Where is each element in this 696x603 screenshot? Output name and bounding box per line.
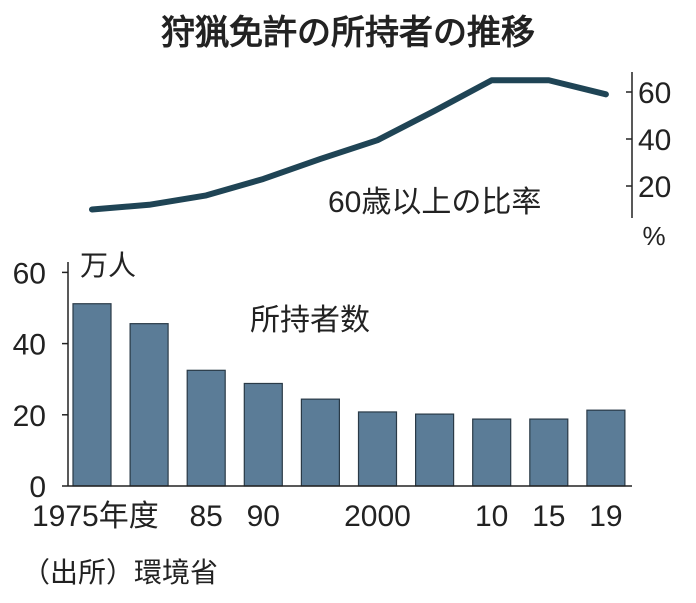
bar-2010 <box>472 418 512 487</box>
bar-1975 <box>72 303 112 487</box>
bar-series-label: 所持者数 <box>250 304 370 337</box>
x-axis-tick-label: 1975年度 <box>32 500 159 533</box>
bar-unit-label: 万人 <box>80 250 136 281</box>
x-axis-tick-label: 19 <box>589 500 622 533</box>
x-axis-tick-label: 90 <box>247 500 280 533</box>
left-axis-tick-label: 60 <box>13 257 46 290</box>
left-axis-tick-label: 40 <box>13 329 46 362</box>
chart-title: 狩猟免許の所持者の推移 <box>161 14 535 52</box>
bar-1980 <box>129 323 169 487</box>
right-axis-tick-label: 40 <box>638 124 671 157</box>
bar-1990 <box>243 382 283 487</box>
line-series-60plus-ratio <box>89 77 609 213</box>
x-axis-tick-label: 15 <box>532 500 565 533</box>
bar-1995 <box>300 398 340 487</box>
bar-2000 <box>357 411 398 487</box>
line-series-label: 60歳以上の比率 <box>328 186 541 219</box>
bar-2005 <box>415 413 455 487</box>
x-axis-tick-label: 2000 <box>344 500 411 533</box>
right-axis-tick-label: 60 <box>638 77 671 110</box>
source-note: （出所）環境省 <box>22 557 218 588</box>
x-axis-tick-label: 85 <box>190 500 223 533</box>
left-axis-tick-label: 0 <box>29 471 46 504</box>
line-unit-label: % <box>642 221 665 251</box>
right-axis-tick-label: 20 <box>638 171 671 204</box>
x-axis-tick-label: 10 <box>475 500 508 533</box>
bar-1985 <box>186 369 226 487</box>
bar-2015 <box>529 418 569 487</box>
left-axis-tick-label: 20 <box>13 400 46 433</box>
bar-2019 <box>586 409 626 487</box>
